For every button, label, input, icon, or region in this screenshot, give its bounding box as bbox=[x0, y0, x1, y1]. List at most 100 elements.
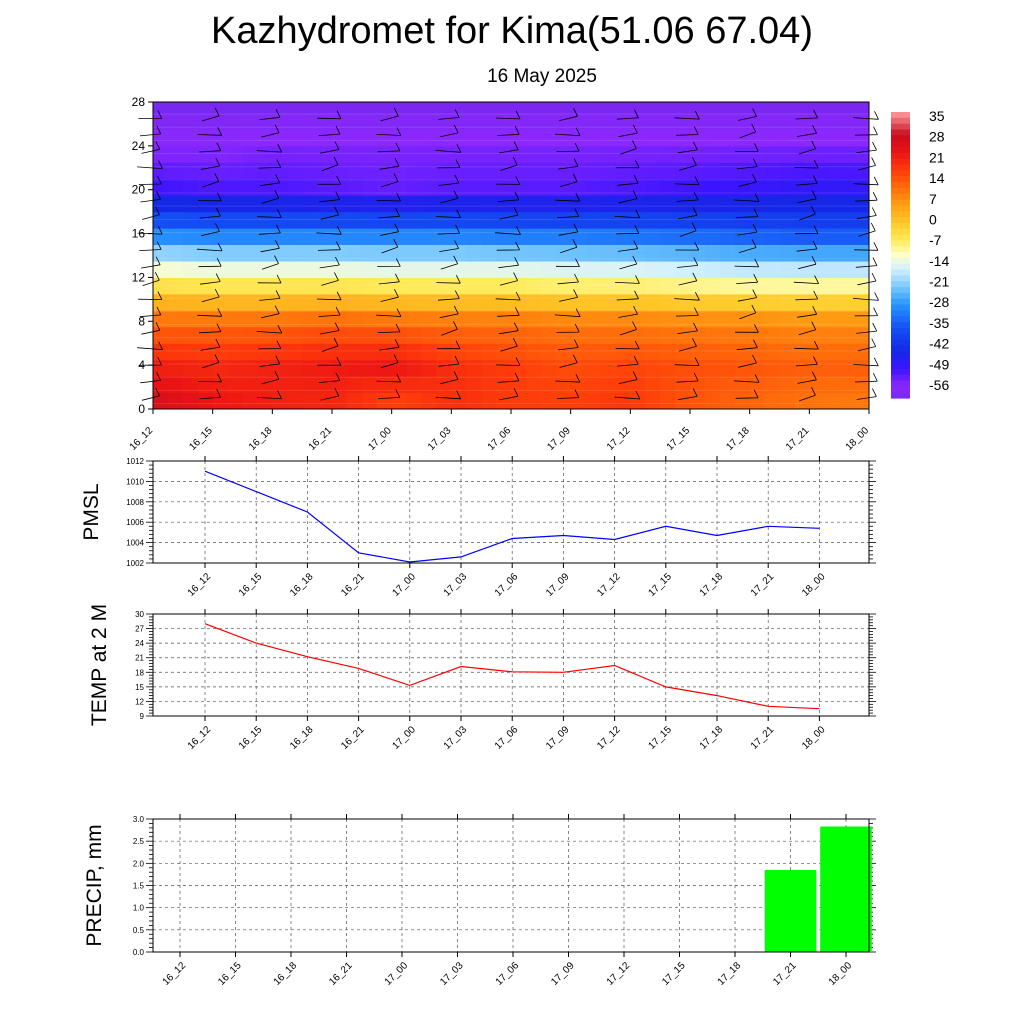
y-tick-label: 30 bbox=[135, 610, 144, 619]
heatmap-cell bbox=[481, 277, 497, 295]
heatmap-cell bbox=[600, 113, 616, 130]
heatmap-cell bbox=[406, 359, 423, 377]
heatmap-cell bbox=[287, 228, 303, 246]
wind-barb bbox=[678, 207, 698, 220]
heatmap-cell bbox=[824, 162, 840, 180]
heatmap-cell bbox=[615, 244, 631, 262]
heatmap-cell bbox=[242, 102, 258, 114]
heatmap-cell bbox=[660, 102, 676, 114]
heatmap-cell bbox=[779, 326, 795, 344]
heatmap-cell bbox=[824, 195, 840, 213]
heatmap-cell bbox=[630, 359, 646, 377]
heatmap-cell bbox=[317, 145, 333, 163]
heatmap-cell bbox=[197, 129, 214, 147]
wind-barb bbox=[854, 242, 879, 251]
heatmap-cell bbox=[540, 162, 557, 180]
heatmap-cell bbox=[287, 178, 303, 196]
heatmap-cell bbox=[197, 392, 214, 409]
heatmap-cell bbox=[675, 326, 691, 344]
heatmap-cell bbox=[182, 102, 199, 114]
heatmap-cell bbox=[302, 113, 318, 130]
wind-barb bbox=[558, 158, 579, 170]
colorbar-tick-label: -49 bbox=[929, 356, 949, 372]
heatmap-cell bbox=[182, 195, 199, 213]
heatmap-cell bbox=[466, 162, 482, 180]
heatmap-cell bbox=[630, 195, 646, 213]
heatmap-cell bbox=[167, 326, 184, 344]
heatmap-cell bbox=[749, 228, 766, 246]
heatmap-cell bbox=[346, 195, 363, 213]
heatmap-cell bbox=[391, 129, 408, 147]
heatmap-cell bbox=[496, 211, 512, 229]
heatmap-cell bbox=[496, 293, 512, 311]
y-tick-label: 0.5 bbox=[133, 926, 145, 935]
heatmap-cell bbox=[570, 359, 587, 377]
heatmap-cell bbox=[749, 145, 766, 163]
colorbar-tick-label: -42 bbox=[929, 336, 949, 352]
heatmap-cell bbox=[540, 244, 557, 262]
wind-barb bbox=[674, 110, 700, 120]
heatmap-cell bbox=[615, 178, 631, 196]
heatmap-cell bbox=[302, 178, 318, 196]
x-tick-label: 16_21 bbox=[327, 960, 355, 988]
heatmap-cell bbox=[511, 392, 527, 409]
wind-barb bbox=[139, 125, 162, 137]
wind-barb bbox=[380, 173, 399, 188]
heatmap-cell bbox=[600, 261, 616, 278]
x-tick-label: 17_03 bbox=[438, 960, 466, 988]
heatmap-cell bbox=[511, 113, 527, 130]
heatmap-cell bbox=[779, 162, 795, 180]
heatmap-cell bbox=[734, 261, 751, 278]
heatmap-cell bbox=[660, 145, 676, 163]
heatmap-cell bbox=[645, 326, 661, 344]
colorbar-tick-label: 7 bbox=[929, 191, 937, 207]
heatmap-cell bbox=[749, 211, 766, 229]
heatmap-cell bbox=[809, 211, 825, 229]
heatmap-cell bbox=[540, 343, 557, 361]
heatmap-cell bbox=[406, 376, 423, 394]
heatmap-cell bbox=[540, 178, 557, 196]
wind-barb bbox=[676, 126, 699, 136]
heatmap-cell bbox=[585, 162, 602, 180]
heatmap-cell bbox=[436, 162, 452, 180]
heatmap-cell bbox=[317, 113, 333, 130]
wind-barb bbox=[495, 291, 521, 301]
wind-barb bbox=[380, 107, 399, 122]
heatmap-cell bbox=[496, 113, 512, 130]
heatmap-cell bbox=[600, 129, 616, 147]
heatmap-cell bbox=[824, 244, 840, 262]
wind-barb bbox=[435, 390, 462, 400]
y-tick-label: 20 bbox=[132, 183, 146, 197]
y-tick-label: 9 bbox=[140, 712, 145, 721]
heatmap-cell bbox=[511, 211, 527, 229]
heatmap-cell bbox=[332, 129, 348, 147]
heatmap-cell bbox=[406, 228, 423, 246]
heatmap-cell bbox=[257, 113, 273, 130]
wind-barb bbox=[856, 322, 878, 334]
heatmap-cell bbox=[197, 277, 214, 295]
heatmap-cell bbox=[257, 162, 273, 180]
heatmap-cell bbox=[436, 145, 452, 163]
heatmap-cell bbox=[346, 261, 363, 278]
heatmap-cell bbox=[615, 228, 631, 246]
wind-barb bbox=[498, 257, 519, 269]
heatmap-cell bbox=[242, 228, 258, 246]
heatmap-cell bbox=[302, 293, 318, 311]
wind-barb bbox=[201, 223, 220, 237]
heatmap-cell bbox=[346, 211, 363, 229]
heatmap-cell bbox=[779, 145, 795, 163]
heatmap-cell bbox=[704, 211, 721, 229]
heatmap-cell bbox=[690, 326, 706, 344]
heatmap-cell bbox=[421, 145, 437, 163]
heatmap-cell bbox=[690, 145, 706, 163]
heatmap-cell bbox=[555, 293, 572, 311]
heatmap-cell bbox=[719, 261, 736, 278]
heatmap-cell bbox=[466, 376, 482, 394]
heatmap-cell bbox=[167, 359, 184, 377]
wind-barb bbox=[495, 110, 521, 120]
heatmap-cell bbox=[481, 343, 497, 361]
heatmap-cell bbox=[197, 293, 214, 311]
wind-barb bbox=[261, 190, 280, 204]
colorbar-tick-label: 14 bbox=[929, 170, 945, 186]
heatmap-cell bbox=[704, 178, 721, 196]
